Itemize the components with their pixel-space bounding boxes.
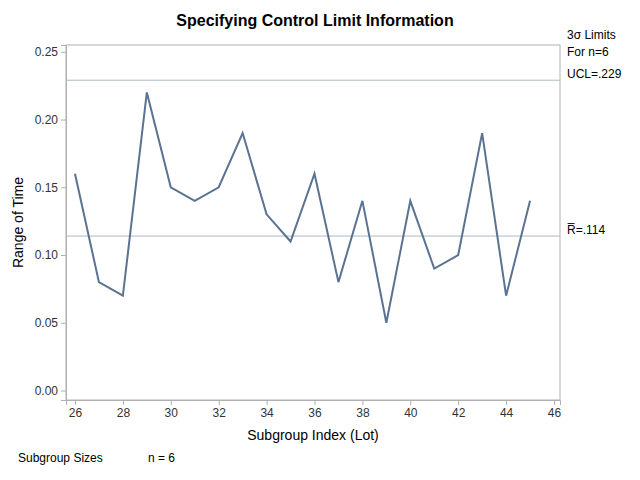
x-tick-mark	[314, 400, 315, 405]
x-tick-mark	[123, 400, 124, 405]
x-tick: 44	[500, 400, 514, 420]
x-tick-mark	[506, 400, 507, 405]
y-tick: 0.05	[35, 316, 66, 330]
x-tick-mark	[410, 400, 411, 405]
y-tick-mark	[61, 391, 66, 392]
x-tick: 32	[213, 400, 227, 420]
x-tick-mark	[219, 400, 220, 405]
x-tick-mark	[458, 400, 459, 405]
x-tick-label: 26	[69, 406, 83, 420]
y-tick: 0.00	[35, 384, 66, 398]
title: Specifying Control Limit Information	[176, 12, 453, 29]
control-limit-line	[66, 236, 560, 237]
y-axis-title: Range of Time	[10, 177, 26, 268]
x-tick-label: 38	[356, 406, 370, 420]
x-tick: 36	[308, 400, 322, 420]
y-axis-line	[61, 46, 67, 401]
y-tick-label: 0.05	[35, 316, 59, 330]
subgroup-sizes: n = 6	[148, 451, 175, 465]
x-tick: 42	[452, 400, 466, 420]
y-tick: 0.10	[35, 248, 66, 262]
y-tick-mark	[61, 120, 66, 121]
x-tick-label: 40	[404, 406, 418, 420]
y-tick-mark	[61, 255, 66, 256]
plot-area	[66, 80, 560, 323]
y-tick-label: 0.00	[35, 384, 59, 398]
x-tick-label: 36	[308, 406, 322, 420]
x-tick-label: 30	[165, 406, 179, 420]
x-tick-mark	[362, 400, 363, 405]
y-axis: 0.00 0.05 0.10 0.15 0.20 0.25	[35, 45, 67, 400]
y-tick-label: 0.20	[35, 113, 59, 127]
x-axis: 26 28 30 32 34 36 38 40 42 44 46	[67, 400, 562, 420]
x-tick: 30	[165, 400, 179, 420]
limits-note: 3σ Limits	[567, 28, 616, 42]
y-tick-label: 0.15	[35, 181, 59, 195]
x-tick-mark	[75, 400, 76, 405]
x-tick: 28	[117, 400, 131, 420]
x-tick-mark	[554, 400, 555, 405]
y-tick-mark	[61, 52, 66, 53]
x-tick-label: 28	[117, 406, 131, 420]
x-axis-line	[67, 401, 561, 406]
y-tick-label: 0.10	[35, 248, 59, 262]
control-limit-line	[66, 80, 560, 81]
limits-note: For n=6	[567, 45, 609, 59]
x-tick-label: 34	[260, 406, 274, 420]
control-limit-label: UCL=.229	[567, 67, 622, 81]
x-tick-label: 44	[500, 406, 514, 420]
x-tick-label: 42	[452, 406, 466, 420]
control-limit-label: R̅=.114	[567, 223, 605, 237]
chart: Specifying Control Limit Information 26 28…	[0, 0, 640, 480]
x-tick-mark	[171, 400, 172, 405]
y-tick-mark	[61, 187, 66, 188]
y-tick: 0.25	[35, 45, 66, 59]
x-tick-label: 32	[213, 406, 227, 420]
y-tick-label: 0.25	[35, 45, 59, 59]
subgroup-sizes-label: Subgroup Sizes	[18, 451, 103, 465]
x-tick: 46	[548, 400, 562, 420]
range-line	[75, 92, 530, 322]
y-tick: 0.20	[35, 113, 66, 127]
x-axis-title: Subgroup Index (Lot)	[247, 427, 379, 443]
x-tick: 34	[260, 400, 274, 420]
x-tick: 40	[404, 400, 418, 420]
x-tick-label: 46	[548, 406, 562, 420]
y-tick: 0.15	[35, 181, 66, 195]
x-tick-mark	[267, 400, 268, 405]
y-tick-mark	[61, 323, 66, 324]
plot-frame	[66, 45, 560, 400]
x-tick: 26	[69, 400, 83, 420]
x-tick: 38	[356, 400, 370, 420]
